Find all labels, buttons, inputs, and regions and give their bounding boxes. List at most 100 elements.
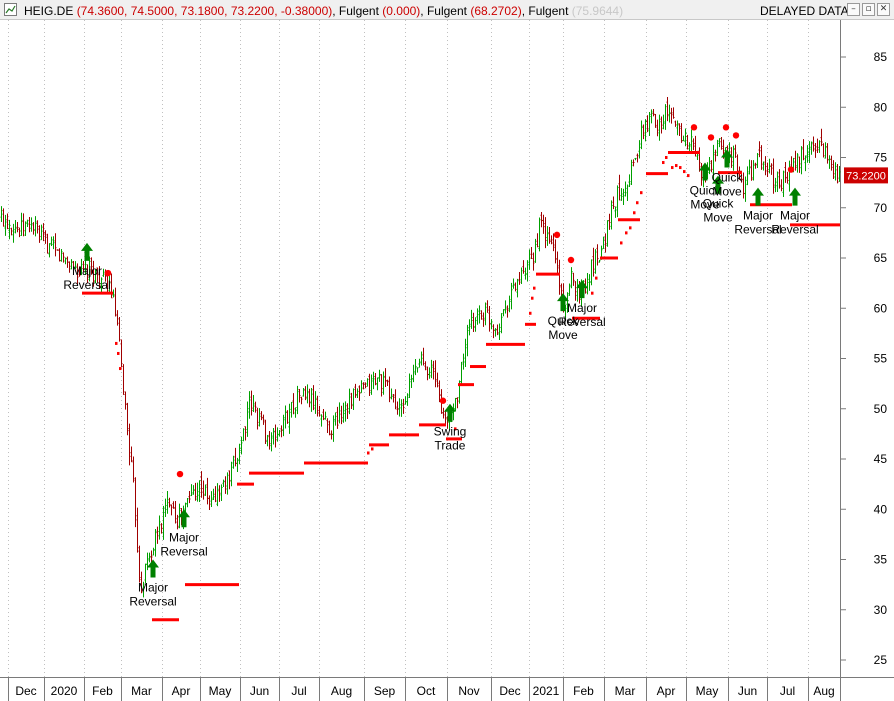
y-tick-label: 85 xyxy=(874,50,888,64)
y-tick-label: 75 xyxy=(874,151,888,165)
signal-label: Move xyxy=(548,328,578,342)
close-button[interactable]: ✕ xyxy=(877,3,890,16)
buy-signal-arrow-icon[interactable] xyxy=(147,559,159,578)
stop-dot xyxy=(633,211,636,215)
stop-dot xyxy=(640,191,643,195)
x-tick-label: Jun xyxy=(250,684,269,698)
buy-signal-arrow-icon[interactable] xyxy=(752,187,764,206)
buy-signal-arrow-icon[interactable] xyxy=(576,280,588,299)
title-part-2: , Fulgent xyxy=(332,4,383,18)
y-tick-label: 70 xyxy=(874,201,888,215)
signal-label: Reversal xyxy=(160,544,207,558)
buy-signal-arrow-icon[interactable] xyxy=(444,403,456,422)
signal-label: Major xyxy=(780,209,810,223)
buy-signal-arrow-icon[interactable] xyxy=(712,175,724,194)
title-part-1: (74.3600, 74.5000, 73.1800, 73.2200, -0.… xyxy=(76,4,333,18)
stop-dot xyxy=(117,351,120,355)
stop-dot xyxy=(629,226,632,230)
exit-dot xyxy=(707,134,715,141)
title-part-4: , Fulgent xyxy=(420,4,471,18)
stop-dot xyxy=(119,367,122,371)
x-tick-label: 2020 xyxy=(51,684,78,698)
buy-signal-arrow-icon[interactable] xyxy=(721,149,733,168)
stop-dot xyxy=(683,170,686,174)
title-part-5: (68.2702) xyxy=(470,4,522,18)
y-tick-label: 65 xyxy=(874,251,888,265)
buy-signal-arrow-icon[interactable] xyxy=(557,293,569,312)
exit-dot xyxy=(439,397,447,404)
signal-label: Trade xyxy=(435,439,466,453)
title-part-7: (75.9644) xyxy=(571,4,624,18)
signal-label: Major xyxy=(169,530,199,544)
x-tick-label: Jul xyxy=(780,684,795,698)
chart-titlebar: HEIG.DE (74.3600, 74.5000, 73.1800, 73.2… xyxy=(0,0,894,20)
exit-dot xyxy=(553,231,561,239)
chart-window-icon[interactable] xyxy=(4,3,17,16)
x-tick-label: Aug xyxy=(331,684,352,698)
buy-signal-arrow-icon[interactable] xyxy=(81,242,93,261)
buy-signal-arrow-icon[interactable] xyxy=(789,187,801,206)
x-tick-label: Jul xyxy=(291,684,306,698)
signal-label: Quick xyxy=(690,184,722,198)
x-tick-label: May xyxy=(209,684,232,698)
last-price-badge xyxy=(844,167,888,184)
exit-dot xyxy=(104,269,112,277)
stop-dot xyxy=(636,201,639,205)
title-part-0: HEIG.DE xyxy=(24,4,77,18)
stop-dot xyxy=(679,166,682,170)
x-tick-label: Feb xyxy=(92,684,113,698)
buy-signal-arrow-icon[interactable] xyxy=(699,162,711,181)
x-tick-label: Oct xyxy=(417,684,436,698)
y-tick-label: 40 xyxy=(874,502,888,516)
x-tick-label: Dec xyxy=(15,684,36,698)
exit-dot xyxy=(732,132,740,139)
x-tick-label: Feb xyxy=(573,684,594,698)
y-tick-label: 30 xyxy=(874,603,888,617)
signal-label: Reversal xyxy=(63,278,110,292)
signal-label: Reversal xyxy=(558,315,605,329)
stop-dot xyxy=(687,174,690,178)
stop-dot xyxy=(662,161,665,165)
buy-signal-arrow-icon[interactable] xyxy=(178,509,190,528)
exit-dot xyxy=(690,124,698,131)
stop-dot xyxy=(675,164,678,168)
signal-label: Major xyxy=(743,209,773,223)
signal-label: Quick xyxy=(548,314,580,328)
stop-dot xyxy=(454,427,457,431)
signal-label: Reversal xyxy=(129,595,176,609)
exit-dot xyxy=(787,166,795,173)
stop-dot xyxy=(529,311,532,315)
stop-dot xyxy=(367,451,370,455)
minimize-button[interactable]: – xyxy=(847,3,860,16)
plot-area[interactable] xyxy=(0,20,840,677)
delayed-data-label: DELAYED DATA xyxy=(760,4,849,18)
x-tick-label: Dec xyxy=(499,684,520,698)
x-tick-label: May xyxy=(696,684,719,698)
signal-label: Move xyxy=(703,211,733,225)
restore-icon: ▫ xyxy=(865,4,872,14)
x-tick-label: Jun xyxy=(738,684,757,698)
stop-dot xyxy=(595,276,598,280)
restore-button[interactable]: ▫ xyxy=(862,3,875,16)
stop-dot xyxy=(371,447,374,451)
stop-dot xyxy=(531,296,534,300)
x-tick-label: Apr xyxy=(172,684,191,698)
chart-title: HEIG.DE (74.3600, 74.5000, 73.1800, 73.2… xyxy=(24,4,623,18)
exit-dot xyxy=(722,124,730,131)
signal-label: Major xyxy=(72,264,102,278)
signal-label: Quick xyxy=(703,197,735,211)
y-tick-label: 35 xyxy=(874,553,888,567)
x-tick-label: Aug xyxy=(813,684,834,698)
stop-dot xyxy=(665,156,668,159)
title-part-6: , Fulgent xyxy=(521,4,572,18)
x-tick-label: Nov xyxy=(458,684,479,698)
x-tick-label: Sep xyxy=(374,684,396,698)
signal-label: Move xyxy=(712,184,742,198)
price-chart[interactable]: Dec 2020 Feb Mar Apr May Jun Jul Aug Sep Oct Nov Dec… xyxy=(0,20,894,701)
stop-dot xyxy=(115,341,118,345)
signal-label: Reversal xyxy=(771,223,818,237)
stop-dot xyxy=(533,286,536,290)
y-tick-label: 50 xyxy=(874,402,888,416)
y-tick-label: 45 xyxy=(874,452,888,466)
